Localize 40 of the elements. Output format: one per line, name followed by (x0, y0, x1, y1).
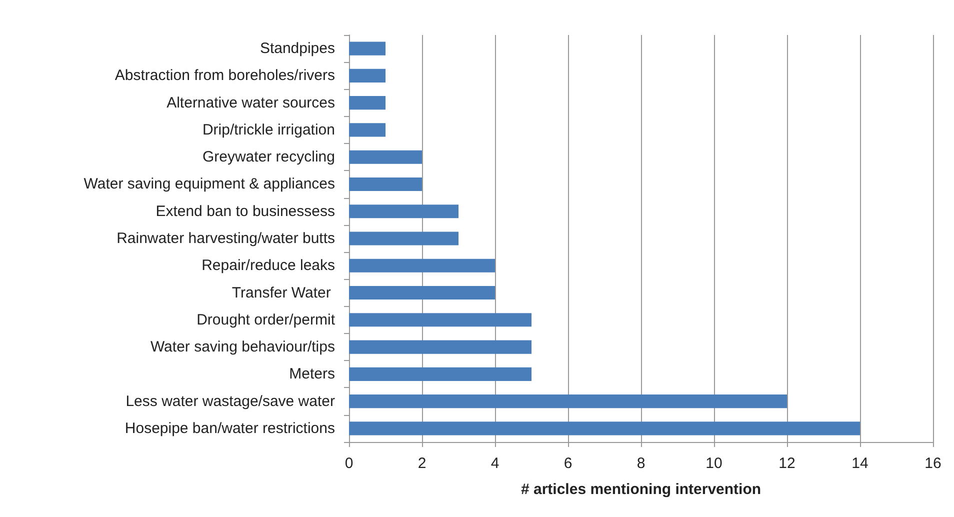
x-tick-label: 16 (924, 455, 942, 472)
x-tick-label: 2 (418, 455, 426, 472)
y-tick-label: Alternative water sources (166, 94, 335, 112)
y-tick-label: Drought order/permit (196, 311, 336, 328)
x-tick-label: 4 (490, 455, 500, 472)
y-tick-label: Standpipes (260, 40, 335, 58)
y-tick-label: Hosepipe ban/water restrictions (124, 420, 335, 437)
x-tick-label: 6 (564, 455, 572, 472)
x-tick-label: 0 (344, 455, 354, 472)
bar (349, 422, 860, 436)
bar (349, 123, 386, 137)
bar (349, 258, 495, 272)
x-tick-label: 14 (852, 455, 868, 472)
bar (349, 150, 422, 164)
y-tick-label: Abstraction from boreholes/rivers (114, 67, 335, 84)
y-tick-label: Rainwater harvesting/water butts (116, 230, 335, 247)
bar (349, 286, 495, 300)
bar (349, 340, 532, 354)
bar (349, 204, 458, 218)
bar (349, 394, 787, 408)
x-tick-label: 10 (706, 455, 722, 472)
bar (349, 42, 386, 56)
bar (349, 68, 386, 82)
y-tick-label: Less water wastage/save water (126, 392, 335, 410)
bar (349, 313, 532, 327)
y-tick-label: Transfer Water (232, 284, 335, 302)
y-tick-label: Meters (289, 366, 335, 383)
y-tick-label: Extend ban to businessess (156, 202, 335, 220)
y-tick-label: Repair/reduce leaks (202, 257, 335, 274)
x-tick-label: 8 (636, 455, 646, 472)
x-tick-label: 12 (778, 455, 796, 472)
bar (349, 177, 422, 192)
y-tick-label: Water saving equipment & appliances (84, 176, 335, 193)
y-tick-label: Drip/trickle irrigation (202, 121, 335, 138)
bar (349, 96, 386, 110)
y-tick-label: Water saving behaviour/tips (150, 338, 335, 356)
x-axis-title: # articles mentioning intervention (520, 481, 762, 498)
bar (349, 232, 458, 246)
y-tick-label: Greywater recycling (202, 148, 335, 166)
bar (349, 367, 532, 381)
